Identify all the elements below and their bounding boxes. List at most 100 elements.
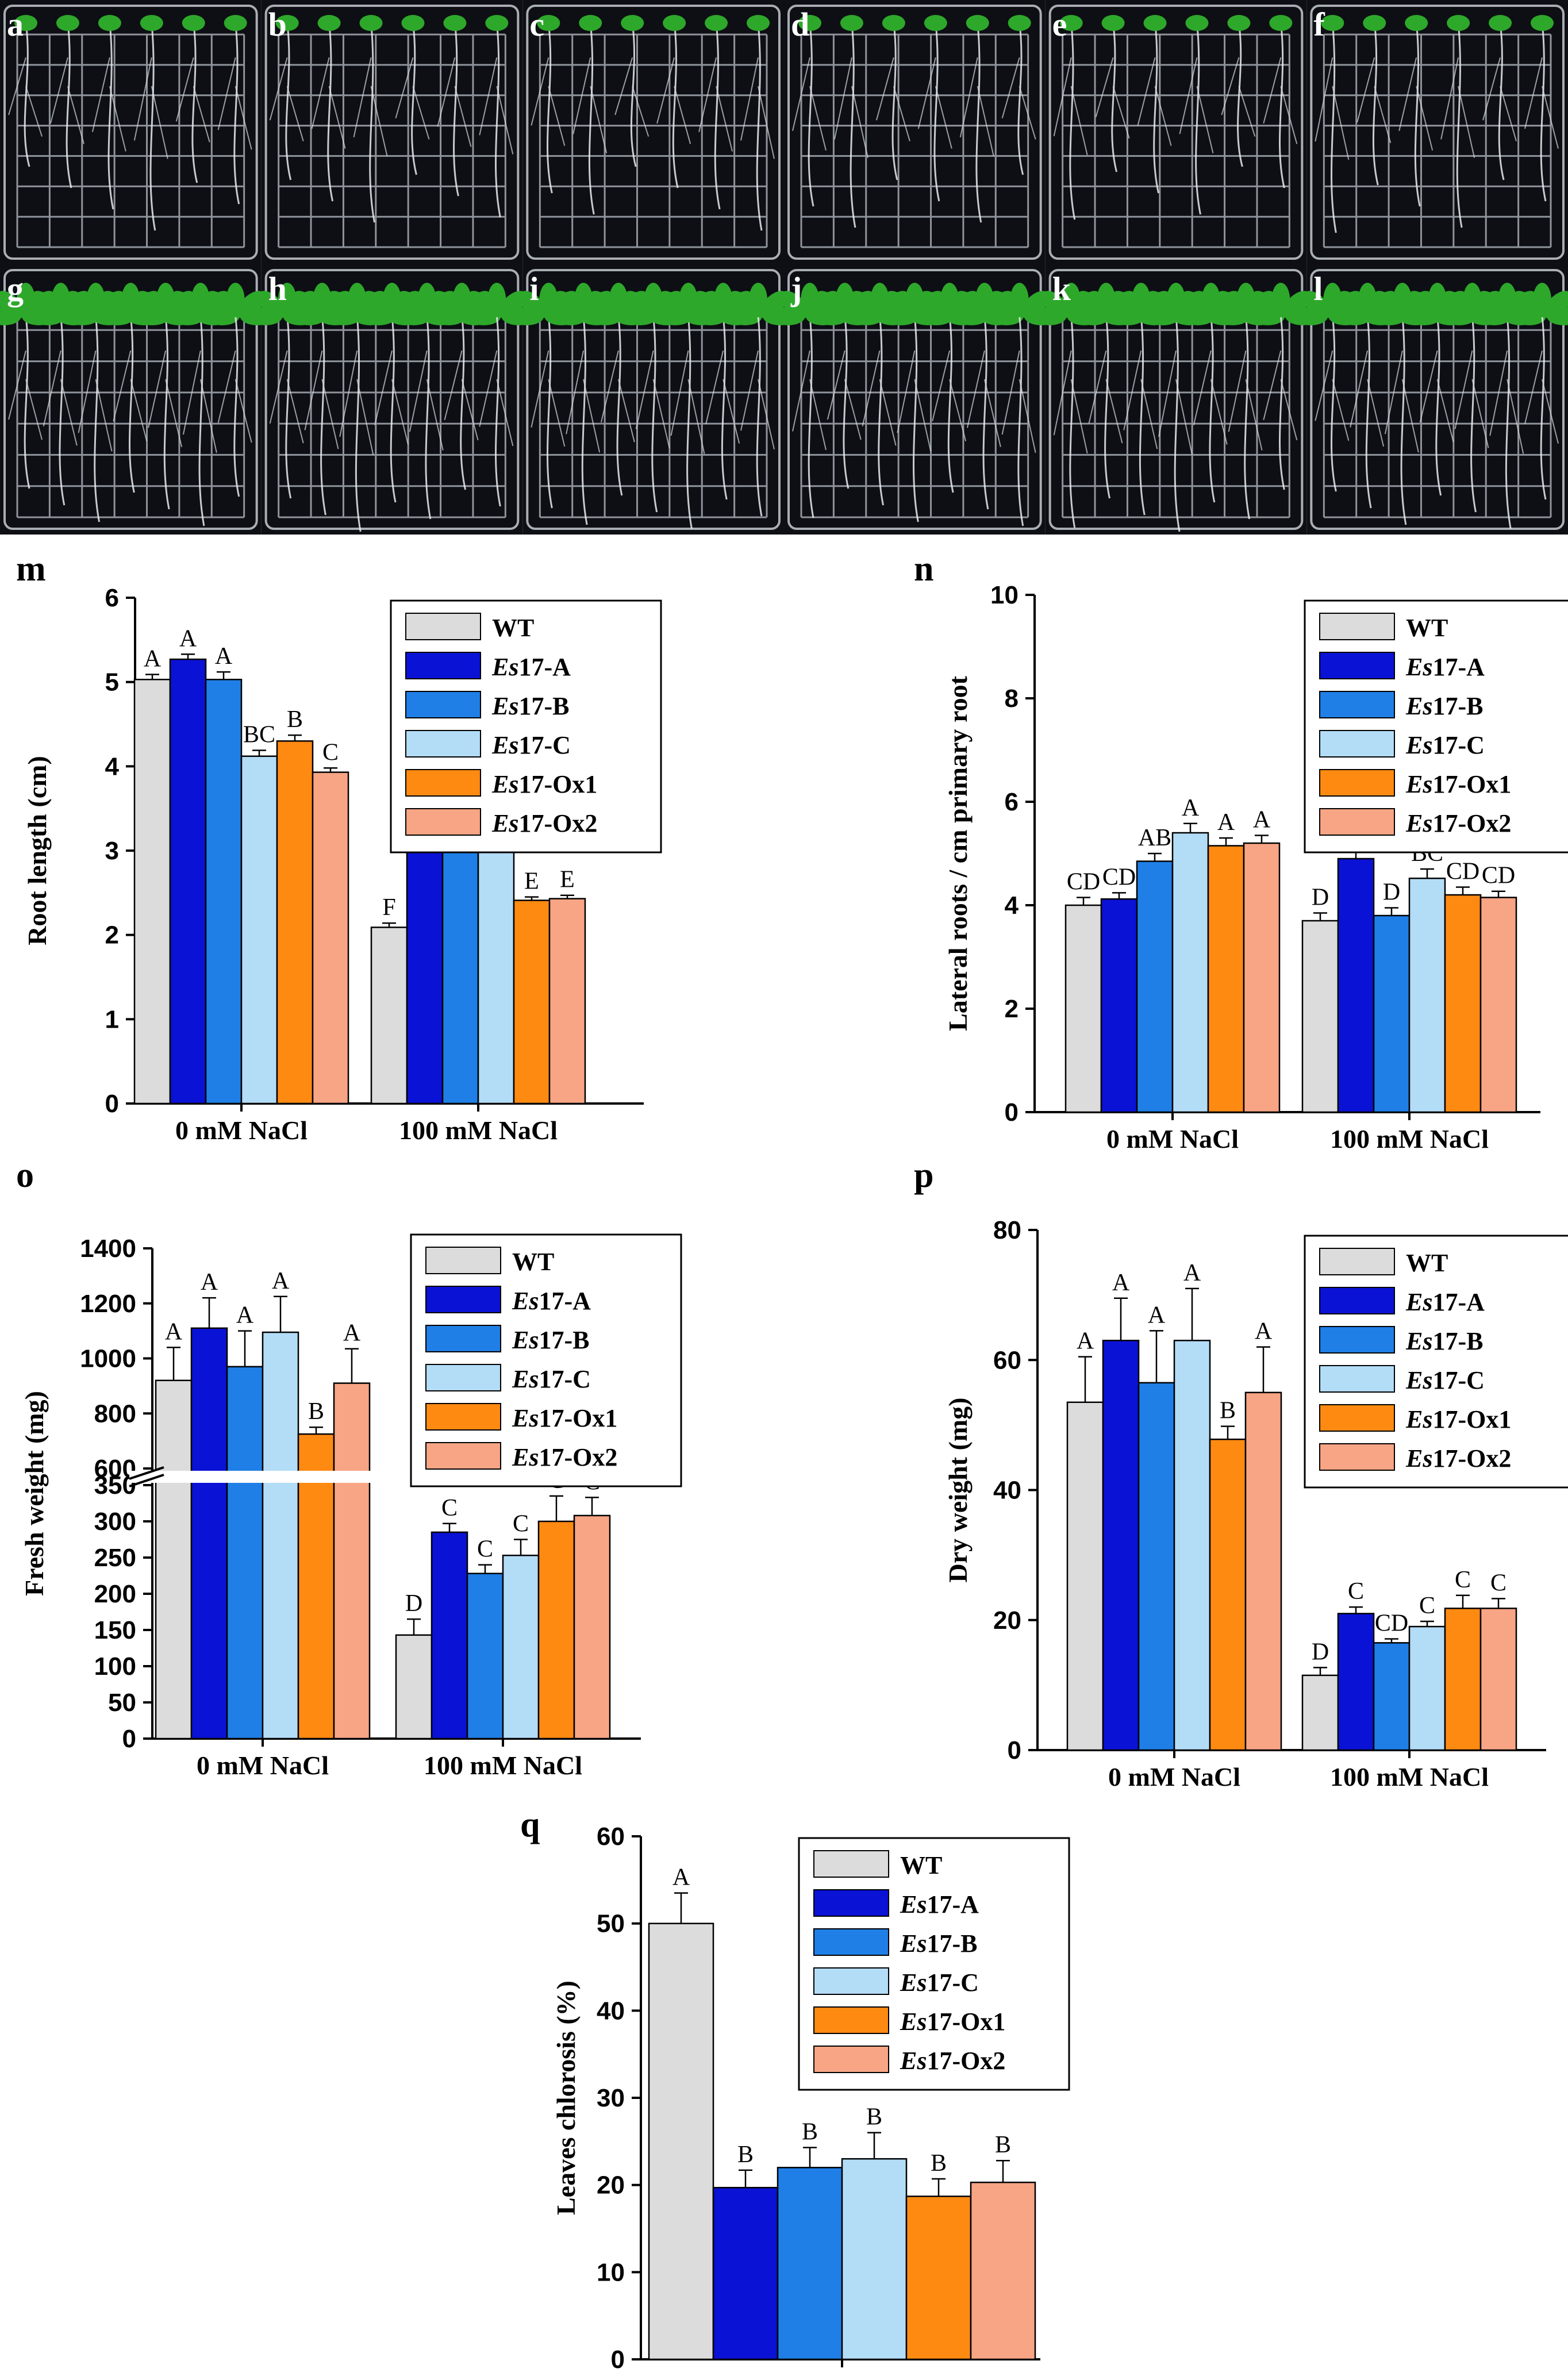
- significance-letter: A: [236, 1302, 254, 1329]
- root: [850, 22, 856, 228]
- lateral-root: [78, 350, 97, 433]
- lateral-root: [966, 350, 985, 428]
- root: [411, 22, 417, 175]
- lateral-root: [652, 379, 670, 448]
- root: [355, 316, 362, 532]
- significance-letter: D: [1312, 885, 1329, 911]
- legend-suffix: 17-Ox2: [518, 809, 597, 837]
- plate-background: [261, 0, 523, 264]
- lateral-root: [1398, 57, 1417, 131]
- significance-letter: C: [1348, 1578, 1364, 1605]
- lateral-root: [182, 350, 201, 435]
- significance-letter: C: [477, 1536, 493, 1563]
- bar: [240, 755, 278, 1105]
- lateral-root: [479, 57, 498, 136]
- plate-background: [522, 0, 784, 264]
- root: [616, 316, 623, 496]
- leaf-rosette: [98, 15, 121, 31]
- lateral-root: [391, 379, 409, 445]
- legend-suffix: WT: [1406, 614, 1448, 642]
- plate-background: [1045, 0, 1307, 264]
- root: [891, 22, 898, 180]
- lateral-root: [983, 379, 1001, 447]
- y-tick-label: 20: [597, 2171, 625, 2200]
- lateral-root: [193, 86, 210, 143]
- lateral-root: [548, 86, 566, 146]
- bar: [712, 2186, 779, 2360]
- y-tick-label: 0: [122, 1725, 136, 1753]
- lateral-root: [792, 57, 810, 131]
- significance-letter: C: [322, 739, 339, 766]
- lateral-root: [199, 379, 217, 453]
- legend-suffix: 17-C: [927, 1969, 978, 1997]
- root: [1456, 22, 1463, 228]
- root: [1414, 22, 1421, 207]
- photo-panel-letter: k: [1052, 270, 1071, 307]
- legend-prefix: Es: [1405, 809, 1432, 837]
- bar: [1137, 1382, 1175, 1751]
- y-axis-title: Lateral roots / cm primary root: [943, 675, 973, 1031]
- lateral-root: [1154, 86, 1172, 146]
- bar: [169, 658, 207, 1105]
- root: [59, 316, 66, 506]
- leaf: [1373, 291, 1401, 319]
- lateral-root: [412, 86, 430, 140]
- root: [947, 316, 954, 493]
- leaf-rosette: [275, 15, 299, 31]
- leaf-rosette: [317, 15, 341, 31]
- legend-entry: Es17-B: [491, 692, 569, 720]
- lateral-root: [809, 86, 827, 151]
- leaf: [136, 291, 164, 319]
- legend-entry: Es17-Ox2: [900, 2047, 1005, 2075]
- legend-swatch: [813, 2006, 889, 2034]
- leaf-rosette: [663, 15, 686, 31]
- root: [66, 22, 72, 189]
- lateral-root: [67, 86, 84, 144]
- leaf: [0, 291, 25, 319]
- root: [982, 316, 989, 510]
- lateral-root: [374, 350, 393, 425]
- bar: [431, 1531, 468, 1740]
- leaf-rosette: [537, 15, 560, 31]
- leaf-rosette: [56, 15, 79, 31]
- root: [1400, 316, 1407, 525]
- leaf-rosette: [485, 15, 509, 31]
- lateral-root: [1112, 86, 1130, 139]
- leaf: [1408, 291, 1436, 319]
- lateral-root: [1238, 86, 1256, 137]
- root: [1540, 22, 1547, 202]
- photo-panel-letter: e: [1052, 6, 1067, 43]
- lateral-root: [395, 57, 414, 118]
- lateral-root: [833, 57, 852, 140]
- leaf-rosette: [401, 15, 425, 31]
- legend-prefix: Es: [900, 1890, 927, 1919]
- legend-entry: Es17-A: [1405, 1288, 1485, 1316]
- leaf-rosette: [840, 15, 863, 31]
- significance-letter: CD: [1067, 869, 1100, 895]
- root: [547, 22, 553, 194]
- bar: [1209, 1439, 1247, 1751]
- legend-suffix: 17-A: [1432, 1288, 1485, 1316]
- bar: [133, 679, 171, 1105]
- bar: [190, 1327, 228, 1740]
- bar: [155, 1379, 193, 1740]
- legend-entry: WT: [512, 1248, 554, 1276]
- bar: [395, 1634, 433, 1740]
- y-tick-label: 8: [1005, 685, 1019, 713]
- leaf: [171, 291, 199, 319]
- lateral-root: [548, 379, 566, 447]
- lateral-root: [1070, 86, 1088, 155]
- significance-letter: E: [560, 867, 575, 893]
- y-tick-label: 2: [1005, 995, 1019, 1023]
- leaf: [1443, 291, 1471, 319]
- significance-letter: A: [1148, 1302, 1166, 1328]
- lateral-root: [1263, 57, 1282, 124]
- legend-swatch: [813, 1850, 889, 1878]
- legend-swatch: [1319, 613, 1395, 640]
- lateral-root: [311, 57, 330, 129]
- lateral-root: [827, 350, 846, 420]
- legend-swatch: [425, 1325, 501, 1352]
- significance-letter: D: [405, 1590, 422, 1617]
- bar: [406, 845, 444, 1105]
